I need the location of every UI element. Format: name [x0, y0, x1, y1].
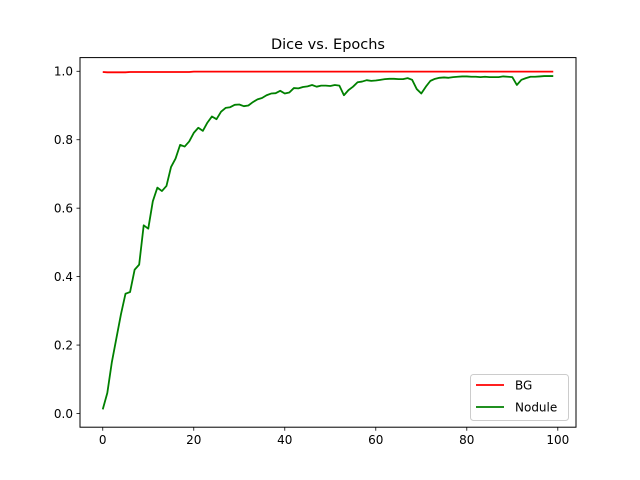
- series-layer: [101, 70, 554, 410]
- legend: BG Nodule: [470, 374, 569, 421]
- x-tick-label: 0: [99, 433, 107, 447]
- series-line-nodule: [101, 75, 554, 410]
- y-tick-label: 1.0: [54, 65, 73, 79]
- y-tick-label: 0.0: [54, 407, 73, 421]
- y-tick-label: 0.8: [54, 133, 73, 147]
- x-axis: 0 20 40 60 80 100: [99, 427, 569, 447]
- y-tick-label: 0.4: [54, 270, 73, 284]
- y-axis: 0.0 0.2 0.4 0.6 0.8 1.0: [54, 65, 80, 421]
- chart-title: Dice vs. Epochs: [271, 37, 385, 53]
- legend-box: [470, 374, 569, 421]
- y-tick-label: 0.2: [54, 338, 73, 352]
- x-tick-label: 40: [277, 433, 292, 447]
- x-tick-label: 100: [546, 433, 569, 447]
- legend-label-bg: BG: [515, 379, 532, 393]
- series-line-bg: [102, 70, 554, 74]
- legend-label-nodule: Nodule: [515, 401, 557, 415]
- y-tick-label: 0.6: [54, 201, 73, 215]
- x-tick-label: 20: [186, 433, 201, 447]
- x-tick-label: 80: [459, 433, 474, 447]
- x-tick-label: 60: [368, 433, 383, 447]
- plot-frame: [79, 57, 577, 428]
